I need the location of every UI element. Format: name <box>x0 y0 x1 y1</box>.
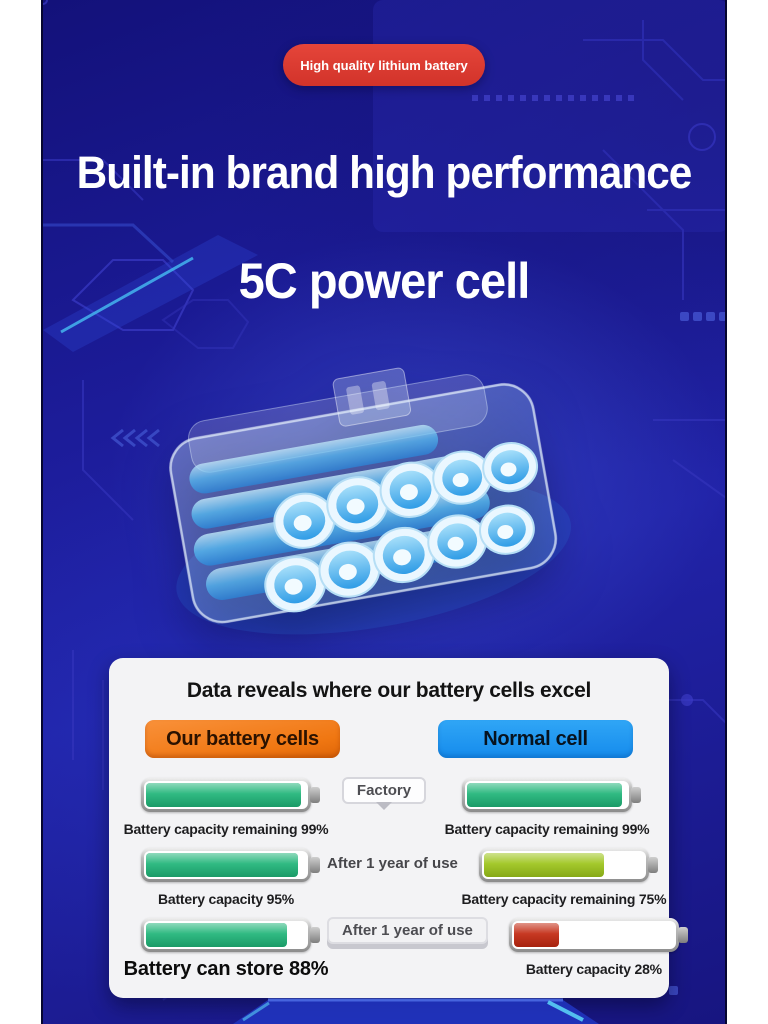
battery-shell <box>141 918 311 952</box>
battery-shell <box>141 848 311 882</box>
battery-terminal <box>310 927 320 943</box>
battery-gauge <box>462 778 641 812</box>
normal-storage-label: Battery capacity 28% <box>525 961 662 977</box>
stage-connector: Factory <box>327 776 441 804</box>
stage-label-text: After 1 year of use <box>327 855 458 872</box>
battery-fill <box>146 923 287 947</box>
banner-stage: High quality lithium battery Built-in br… <box>41 0 727 1024</box>
quality-badge-label: High quality lithium battery <box>300 57 468 73</box>
sub-headline: 5C power cell <box>238 253 531 309</box>
battery-fill <box>146 783 302 807</box>
ours-factory-cell: Battery capacity remaining 99% <box>124 776 329 837</box>
battery-terminal <box>310 787 320 803</box>
battery-terminal <box>677 927 688 943</box>
battery-gauge <box>141 848 320 882</box>
stage-connector: After 1 year of use <box>327 916 488 944</box>
ours-year1-label: Battery capacity 95% <box>157 891 295 907</box>
battery-pack-illustration <box>169 367 572 635</box>
comparison-row-factory: Battery capacity remaining 99% Factory B… <box>124 776 650 837</box>
battery-fill <box>513 923 559 947</box>
comparison-card: Data reveals where our battery cells exc… <box>109 658 688 998</box>
ours-factory-label: Battery capacity remaining 99% <box>123 821 329 837</box>
normal-factory-cell: Battery capacity remaining 99% <box>444 776 650 837</box>
normal-year1-label: Battery capacity remaining 75% <box>461 891 667 907</box>
stage-label-box: After 1 year of use <box>327 917 488 944</box>
battery-gauge <box>141 918 320 952</box>
battery-terminal <box>647 857 658 873</box>
stage-connector: After 1 year of use <box>327 846 458 872</box>
normal-cell-label: Normal cell <box>483 727 588 750</box>
comparison-row-storage: Battery can store 88% After 1 year of us… <box>124 916 688 981</box>
battery-fill <box>467 783 623 807</box>
battery-fill <box>146 853 298 877</box>
normal-storage-cell: Battery capacity 28% <box>494 916 694 977</box>
our-battery-cells-button: Our battery cells <box>145 720 340 758</box>
ours-storage-cell: Battery can store 88% <box>124 916 329 981</box>
battery-gauge <box>508 918 688 952</box>
battery-shell <box>508 918 679 952</box>
comparison-rows: Battery capacity remaining 99% Factory B… <box>109 776 688 981</box>
battery-shell <box>141 778 311 812</box>
battery-terminal <box>310 857 320 873</box>
battery-terminal <box>631 787 641 803</box>
column-headers: Our battery cells Normal cell <box>109 720 669 758</box>
battery-gauge <box>141 778 320 812</box>
ours-year1-cell: Battery capacity 95% <box>131 846 321 907</box>
comparison-row-year1: Battery capacity 95% After 1 year of use… <box>131 846 667 907</box>
normal-year1-cell: Battery capacity remaining 75% <box>461 846 667 907</box>
normal-cell-button: Normal cell <box>438 720 633 758</box>
stage-label-box: Factory <box>341 777 427 804</box>
quality-badge: High quality lithium battery <box>283 44 485 86</box>
comparison-title: Data reveals where our battery cells exc… <box>186 679 592 702</box>
battery-shell <box>462 778 632 812</box>
normal-factory-label: Battery capacity remaining 99% <box>444 821 650 837</box>
main-headline: Built-in brand high performance <box>76 147 693 198</box>
battery-shell <box>478 848 649 882</box>
our-battery-cells-label: Our battery cells <box>166 727 319 750</box>
ours-storage-label: Battery can store 88% <box>123 958 329 980</box>
battery-gauge <box>478 848 658 882</box>
battery-fill <box>483 853 604 877</box>
bottom-chevron-decoration <box>233 998 599 1024</box>
